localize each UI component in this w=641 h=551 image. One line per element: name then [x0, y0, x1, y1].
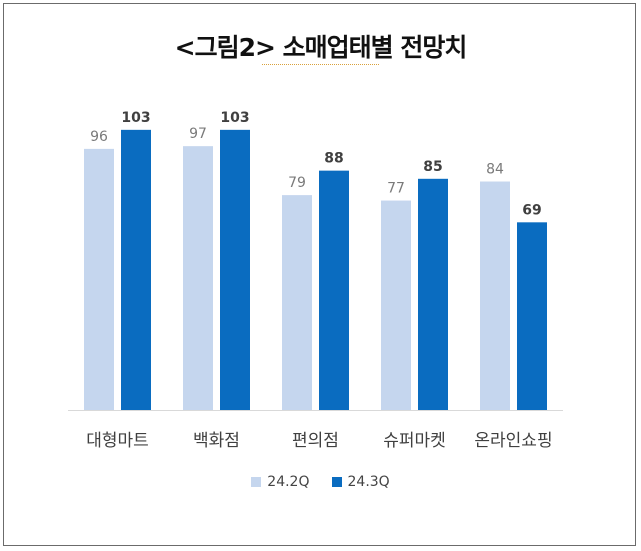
legend: 24.2Q 24.3Q: [0, 474, 641, 490]
bar-series1-1: [84, 148, 114, 410]
data-label-series1-5: 84: [486, 162, 504, 178]
data-label-series2-2: 103: [220, 110, 249, 126]
category-label-2: 백화점: [193, 431, 240, 451]
category-label-1: 대형마트: [86, 431, 149, 451]
data-label-series1-4: 77: [387, 181, 405, 197]
legend-swatch-series1: [251, 477, 262, 487]
bar-series1-2: [183, 146, 213, 410]
bar-series2-1: [121, 129, 151, 410]
bar-series2-2: [220, 129, 250, 410]
bar-series2-5: [517, 222, 547, 410]
legend-item-series1: 24.2Q: [251, 474, 310, 490]
bar-series2-3: [319, 170, 349, 410]
category-label-5: 온라인쇼핑: [474, 431, 552, 451]
bar-series2-4: [418, 178, 448, 410]
category-label-4: 슈퍼마켓: [383, 431, 446, 451]
data-label-series1-3: 79: [288, 175, 306, 191]
legend-swatch-series2: [331, 477, 342, 487]
bar-series1-3: [282, 195, 312, 410]
data-label-series1-1: 96: [90, 129, 108, 145]
data-label-series2-5: 69: [522, 202, 541, 218]
data-label-series1-2: 97: [189, 126, 207, 142]
bar-series1-5: [480, 181, 510, 410]
data-label-series2-3: 88: [324, 151, 343, 167]
category-label-3: 편의점: [292, 431, 339, 451]
legend-label-series1: 24.2Q: [267, 474, 310, 490]
legend-label-series2: 24.3Q: [347, 474, 390, 490]
legend-item-series2: 24.3Q: [331, 474, 390, 490]
chart-title: <그림2> 소매업태별 전망치: [174, 33, 468, 62]
data-label-series2-4: 85: [423, 159, 442, 175]
bar-series1-4: [381, 200, 411, 410]
data-label-series2-1: 103: [121, 110, 150, 126]
